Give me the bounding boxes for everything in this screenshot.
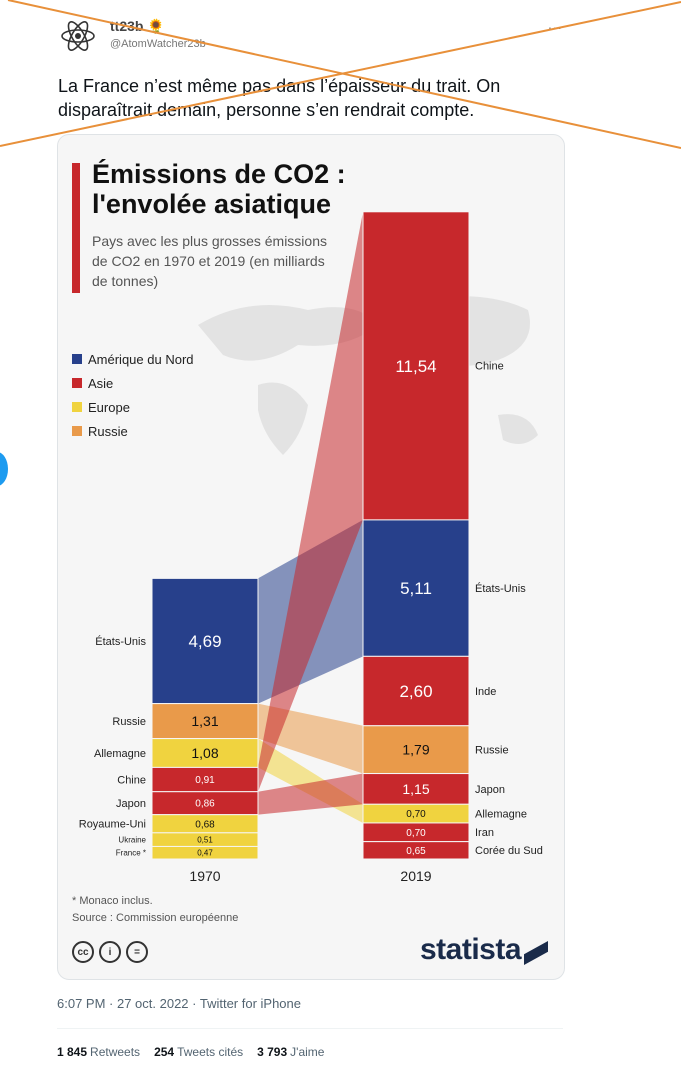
bar-2019-cor-e-du-sud — [362, 841, 470, 860]
footnote: * Monaco inclus. Source : Commission eur… — [72, 893, 238, 927]
country-label: France * — [116, 849, 146, 858]
side-indicator — [0, 452, 8, 486]
atom-avatar-icon[interactable] — [58, 16, 98, 56]
country-label: Japon — [475, 784, 505, 796]
value-label: 0,51 — [197, 835, 213, 844]
chart-labels: 4,69 États-Unis 1,31 Russie 1,08 Allemagne 0,9… — [79, 357, 543, 884]
value-label: 4,69 — [188, 632, 221, 651]
country-label: Corée du Sud — [475, 845, 543, 857]
value-label: 0,91 — [195, 775, 215, 786]
user-handle[interactable]: @AtomWatcher23b — [110, 38, 206, 50]
by-icon[interactable]: i — [99, 941, 121, 963]
country-label: Russie — [112, 716, 146, 728]
bar-2019-chine — [362, 211, 470, 521]
value-label: 1,15 — [402, 781, 429, 797]
legend-item: Russie — [72, 419, 194, 443]
license-icons[interactable]: cc i = — [72, 941, 148, 963]
value-label: 0,47 — [197, 849, 213, 858]
legend-swatch — [72, 378, 82, 388]
value-label: 1,08 — [191, 745, 218, 761]
title-accent-bar — [72, 163, 80, 293]
year-label: 2019 — [400, 868, 431, 884]
country-label: Inde — [475, 686, 496, 698]
value-label: 5,11 — [400, 579, 432, 598]
value-label: 0,65 — [406, 846, 426, 857]
tweet-stats: 1 845 Retweets 254 Tweets cités 3 793 J'aim… — [57, 1045, 324, 1059]
value-label: 2,60 — [399, 682, 432, 701]
country-label: Allemagne — [94, 748, 146, 760]
tweet-timestamp[interactable]: 6:07 PM · 27 oct. 2022 · Twitter for iPh… — [57, 996, 301, 1011]
country-label: Russie — [475, 745, 509, 757]
country-label: États-Unis — [475, 582, 526, 595]
bar-2019-russie — [362, 725, 470, 775]
country-label: Allemagne — [475, 808, 527, 820]
footnote-monaco: * Monaco inclus. — [72, 895, 153, 907]
value-label: 1,79 — [402, 742, 429, 758]
flow-bands — [258, 211, 363, 823]
source-line: Source : Commission européenne — [72, 912, 239, 924]
sunflower-icon: 🌻 — [147, 18, 165, 34]
country-label: Iran — [475, 827, 494, 839]
chart-title: Émissions de CO2 : l'envolée asiatique — [92, 159, 346, 219]
likes-count[interactable]: 3 793 J'aime — [257, 1045, 325, 1059]
value-label: 1,31 — [191, 713, 218, 729]
legend-swatch — [72, 426, 82, 436]
value-label: 0,86 — [195, 799, 215, 810]
strike-through-lines — [0, 0, 681, 149]
country-label: Japon — [116, 798, 146, 810]
value-label: 0,70 — [406, 828, 426, 839]
value-label: 11,54 — [395, 357, 436, 376]
bars-2019 — [362, 211, 470, 860]
quotes-count[interactable]: 254 Tweets cités — [154, 1045, 244, 1059]
year-label: 1970 — [189, 868, 220, 884]
country-label: Ukraine — [118, 835, 146, 844]
bar-1970-allemagne — [151, 738, 259, 768]
bar-2019--tats-unis — [362, 519, 470, 657]
retweets-count[interactable]: 1 845 Retweets — [57, 1045, 141, 1059]
flow-japon — [258, 773, 363, 815]
cc-icon[interactable]: cc — [72, 941, 94, 963]
value-label: 0,68 — [195, 819, 215, 830]
legend: Amérique du Nord Asie Europe Russie — [72, 347, 194, 443]
bar-1970--tats-unis — [151, 577, 259, 705]
value-label: 0,70 — [406, 809, 426, 820]
legend-swatch — [72, 402, 82, 412]
flow-chine — [258, 211, 363, 792]
statista-logo[interactable]: statista — [420, 933, 522, 966]
co2-chart: 4,69 États-Unis 1,31 Russie 1,08 Allemagne 0,9… — [79, 211, 543, 884]
country-label: Chine — [117, 774, 146, 786]
nd-icon[interactable]: = — [126, 941, 148, 963]
legend-item: Amérique du Nord — [72, 347, 194, 371]
bar-1970-russie — [151, 703, 259, 740]
legend-swatch — [72, 354, 82, 364]
bar-2019-japon — [362, 773, 470, 805]
bar-2019-inde — [362, 655, 470, 727]
chart-subtitle: Pays avec les plus grosses émissions de … — [92, 233, 327, 289]
infographic-card[interactable]: 4,69 États-Unis 1,31 Russie 1,08 Allemagne 0,9… — [57, 134, 565, 980]
legend-item: Europe — [72, 395, 194, 419]
legend-item: Asie — [72, 371, 194, 395]
country-label: Chine — [475, 361, 504, 373]
bar-1970-france- — [151, 845, 259, 860]
bars-1970 — [151, 577, 259, 860]
country-label: États-Unis — [95, 635, 146, 648]
divider — [57, 1028, 563, 1029]
country-label: Royaume-Uni — [79, 819, 146, 831]
